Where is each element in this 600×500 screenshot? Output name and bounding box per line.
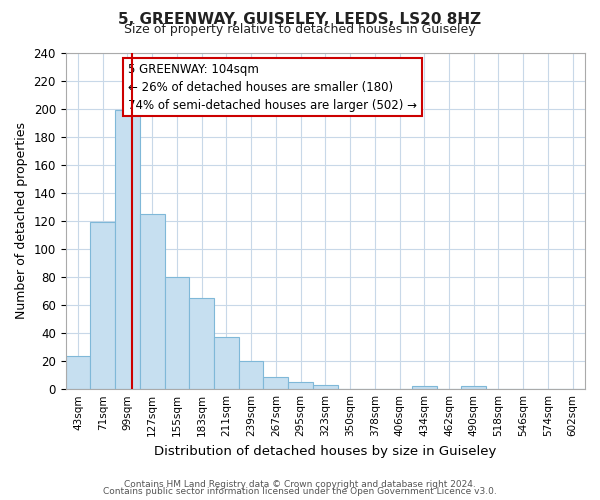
Bar: [164, 277, 190, 389]
Bar: [91, 222, 115, 389]
Bar: [214, 338, 239, 389]
Text: Contains public sector information licensed under the Open Government Licence v3: Contains public sector information licen…: [103, 487, 497, 496]
Text: 5, GREENWAY, GUISELEY, LEEDS, LS20 8HZ: 5, GREENWAY, GUISELEY, LEEDS, LS20 8HZ: [118, 12, 482, 28]
Bar: [65, 356, 91, 389]
X-axis label: Distribution of detached houses by size in Guiseley: Distribution of detached houses by size …: [154, 444, 497, 458]
Text: Contains HM Land Registry data © Crown copyright and database right 2024.: Contains HM Land Registry data © Crown c…: [124, 480, 476, 489]
Bar: [288, 382, 313, 389]
Bar: [412, 386, 437, 389]
Bar: [140, 214, 164, 389]
Bar: [263, 376, 288, 389]
Text: 5 GREENWAY: 104sqm
← 26% of detached houses are smaller (180)
74% of semi-detach: 5 GREENWAY: 104sqm ← 26% of detached hou…: [128, 62, 417, 112]
Y-axis label: Number of detached properties: Number of detached properties: [15, 122, 28, 320]
Bar: [313, 385, 338, 389]
Bar: [461, 386, 486, 389]
Bar: [190, 298, 214, 389]
Bar: [239, 361, 263, 389]
Bar: [115, 110, 140, 389]
Text: Size of property relative to detached houses in Guiseley: Size of property relative to detached ho…: [124, 22, 476, 36]
